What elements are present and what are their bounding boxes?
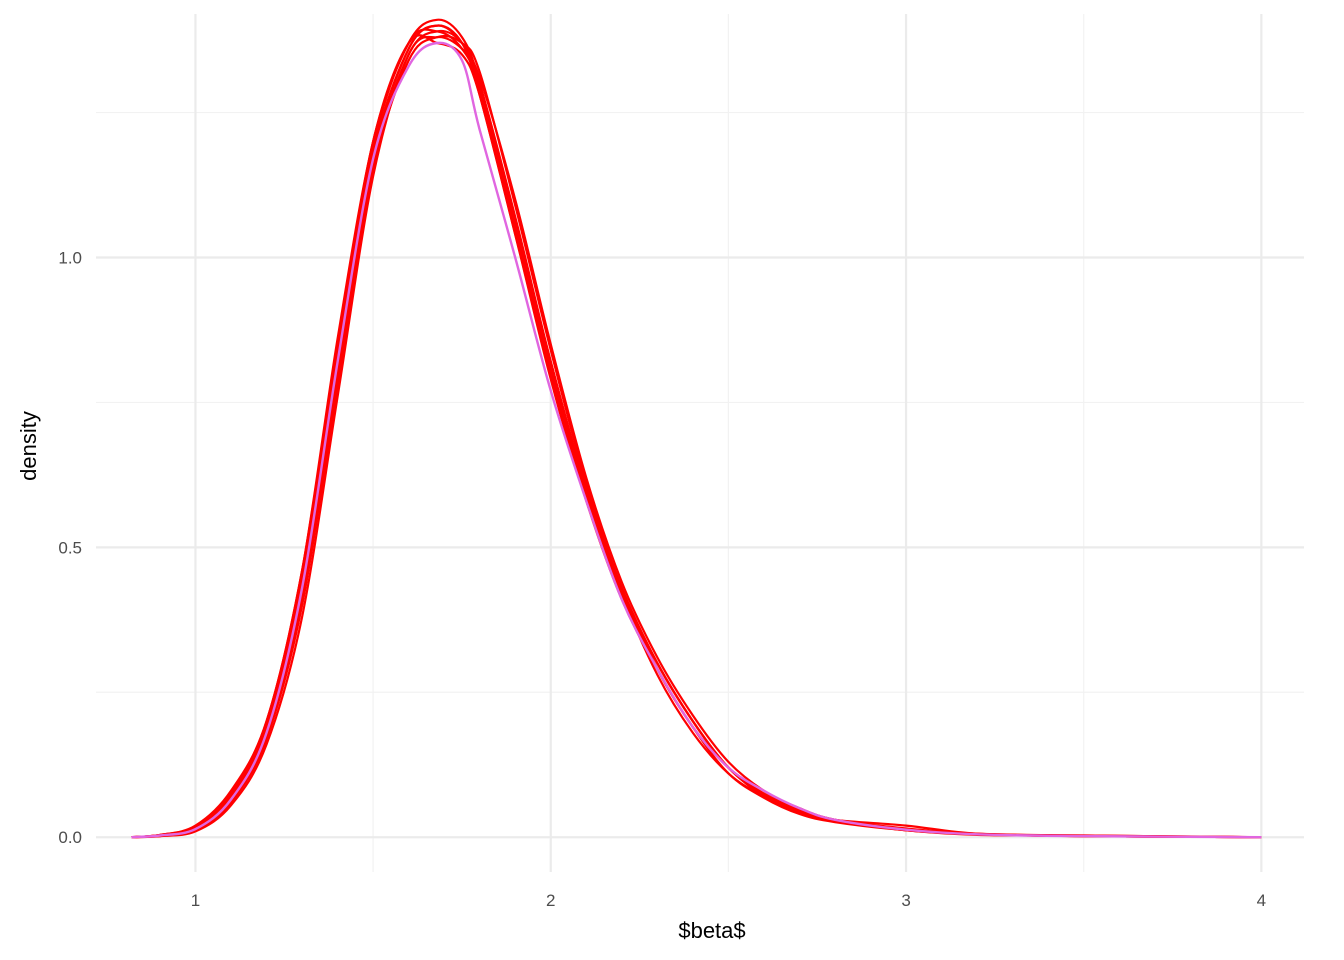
x-axis-tick-labels: 1 2 3 4: [191, 891, 1266, 910]
replicate-density-line: [131, 24, 1262, 839]
density-curves: [131, 18, 1262, 839]
y-tick-label: 1.0: [58, 248, 82, 267]
replicate-density-line: [131, 34, 1262, 839]
y-axis-title: density: [16, 411, 41, 481]
x-tick-label: 3: [901, 891, 910, 910]
replicate-density-line: [131, 35, 1262, 839]
minor-gridlines: [96, 14, 1304, 872]
y-tick-label: 0.0: [58, 828, 82, 847]
x-tick-label: 1: [191, 891, 200, 910]
x-tick-label: 2: [546, 891, 555, 910]
major-gridlines: [96, 14, 1304, 872]
observed-density-line: [131, 41, 1262, 839]
replicate-density-line: [131, 28, 1262, 839]
x-tick-label: 4: [1257, 891, 1266, 910]
replicate-density-line: [131, 29, 1262, 839]
y-tick-label: 0.5: [58, 538, 82, 557]
replicate-density-line: [131, 18, 1262, 839]
replicate-density-line: [131, 34, 1262, 839]
x-axis-title: $beta$: [678, 918, 745, 943]
replicate-density-line: [131, 24, 1262, 839]
y-axis-tick-labels: 0.0 0.5 1.0: [58, 248, 82, 847]
